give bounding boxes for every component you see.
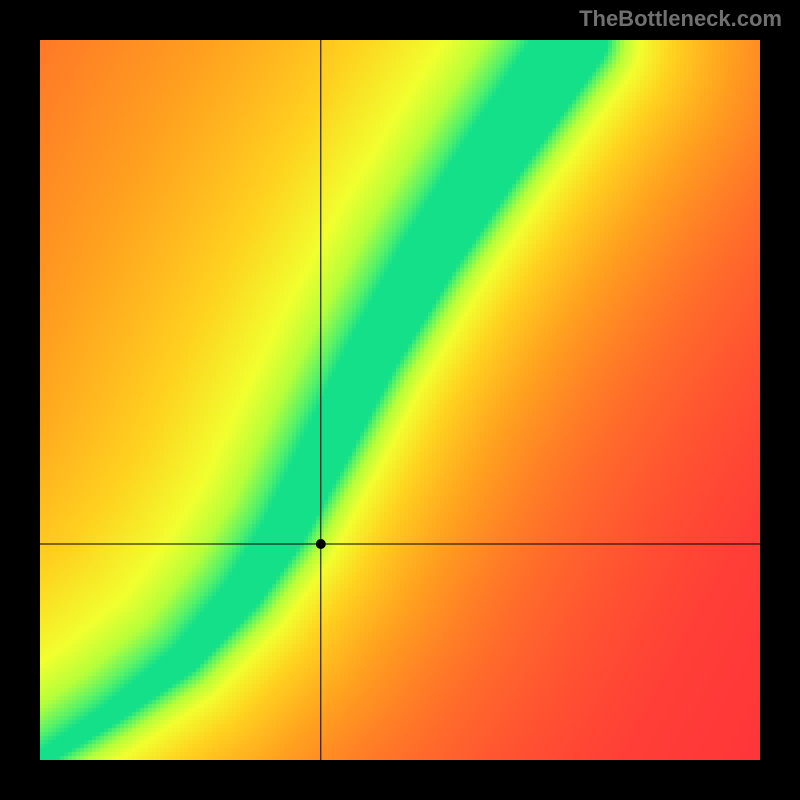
- plot-area: [40, 40, 760, 760]
- heatmap-canvas: [40, 40, 760, 760]
- chart-container: TheBottleneck.com: [0, 0, 800, 800]
- watermark-text: TheBottleneck.com: [579, 6, 782, 32]
